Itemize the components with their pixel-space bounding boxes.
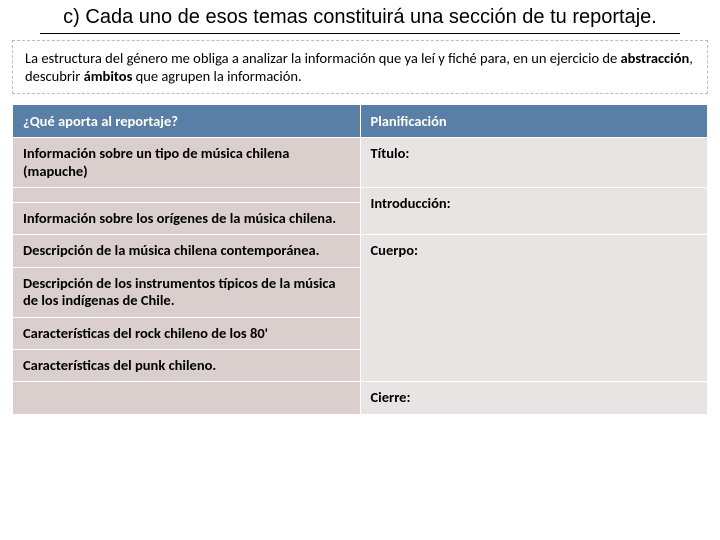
table-row: Introducción: [13,188,708,203]
cell-left-3: Información sobre los orígenes de la mús… [13,203,361,235]
content-table: ¿Qué aporta al reportaje? Planificación … [12,104,708,415]
cell-left-blank [13,188,361,203]
cell-left-1: Información sobre un tipo de música chil… [13,138,361,188]
title-underline [40,33,680,34]
page-title: c) Cada uno de esos temas constituirá un… [0,0,720,33]
intro-suffix: que agrupen la información. [132,67,301,85]
cell-right-introduccion: Introducción: [360,188,708,235]
table-row: Descripción de la música chilena contemp… [13,235,708,267]
cell-left-6: Características del rock chileno de los … [13,317,361,349]
intro-bold-2: ámbitos [84,67,133,85]
intro-box: La estructura del género me obliga a ana… [12,40,708,94]
cell-right-cuerpo: Cuerpo: [360,235,708,382]
table-row: Cierre: [13,382,708,414]
cell-left-5: Descripción de los instrumentos típicos … [13,267,361,317]
intro-prefix: La estructura del género me obliga a ana… [25,49,620,67]
header-left: ¿Qué aporta al reportaje? [13,105,361,138]
cell-right-titulo: Título: [360,138,708,188]
cell-left-4: Descripción de la música chilena contemp… [13,235,361,267]
header-right: Planificación [360,105,708,138]
cell-left-blank-2 [13,382,361,414]
table-header-row: ¿Qué aporta al reportaje? Planificación [13,105,708,138]
cell-left-7: Características del punk chileno. [13,349,361,381]
intro-bold-1: abstracción [620,49,689,67]
table-row: Información sobre un tipo de música chil… [13,138,708,188]
cell-right-cierre: Cierre: [360,382,708,414]
